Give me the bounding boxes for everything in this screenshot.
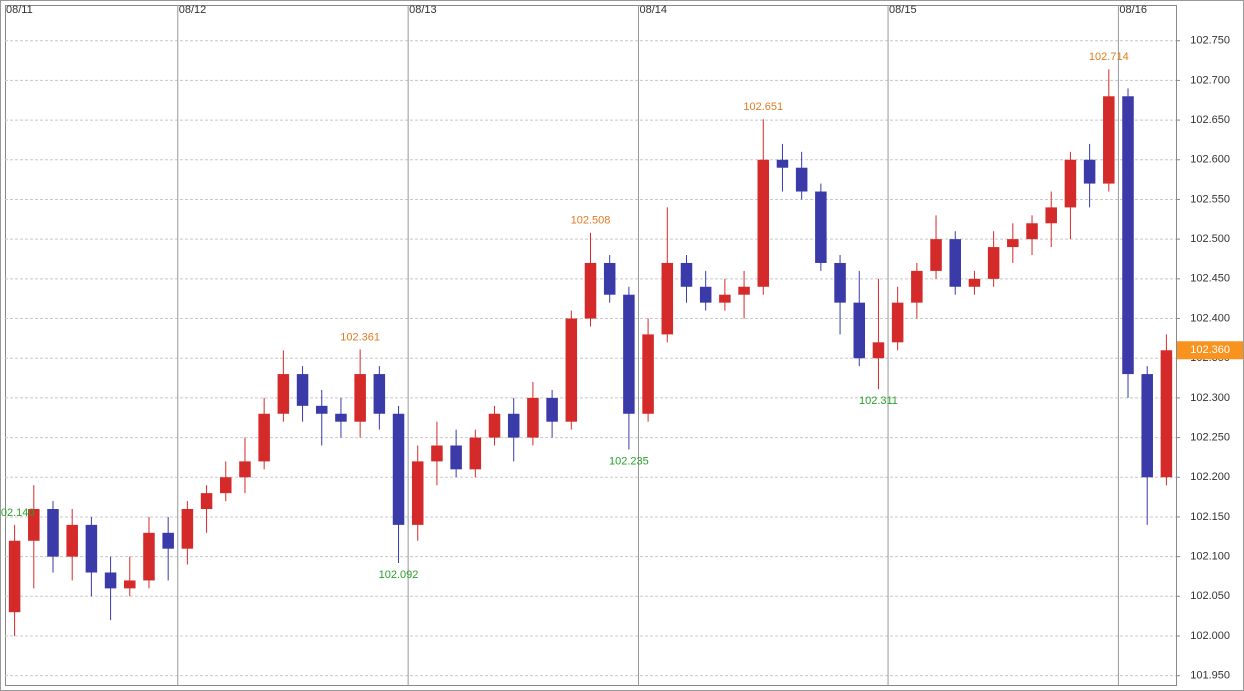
candle-body xyxy=(124,580,136,589)
candle-body xyxy=(642,334,654,414)
candle-body xyxy=(795,167,808,192)
price-annotation: 102.140 xyxy=(0,507,34,519)
x-tick-label: 08/12 xyxy=(179,4,207,16)
candle-body xyxy=(872,342,885,359)
candle-body xyxy=(1122,96,1134,375)
candle-body xyxy=(527,397,539,438)
y-tick-label: 102.000 xyxy=(1190,630,1230,642)
candle-body xyxy=(603,262,616,295)
candle-body xyxy=(1141,374,1153,478)
candle-body xyxy=(834,262,846,303)
candle-body xyxy=(1007,239,1019,248)
y-tick-label: 101.950 xyxy=(1190,670,1230,682)
candle-body xyxy=(815,191,827,263)
y-tick-label: 102.250 xyxy=(1190,431,1230,443)
candle-body xyxy=(911,270,923,303)
y-tick-label: 102.550 xyxy=(1190,193,1230,205)
candle-body xyxy=(296,374,309,406)
candle-body xyxy=(680,262,693,287)
candle-body xyxy=(200,493,213,510)
candle-body xyxy=(719,294,731,303)
candle-body xyxy=(949,239,961,287)
candle-body xyxy=(1045,207,1057,224)
y-tick-label: 102.450 xyxy=(1190,273,1230,285)
candle-body xyxy=(28,509,40,541)
candle-body xyxy=(373,374,386,414)
candle-body xyxy=(738,286,750,295)
x-tick-label: 08/15 xyxy=(889,4,917,16)
candle-body xyxy=(757,159,770,287)
price-annotation: 102.092 xyxy=(379,569,419,581)
candle-body xyxy=(507,413,520,438)
candle-body xyxy=(776,159,789,168)
y-tick-label: 102.750 xyxy=(1190,35,1230,47)
candle-body xyxy=(335,413,347,422)
candle-body xyxy=(968,278,981,287)
x-tick-label: 08/16 xyxy=(1119,4,1147,16)
price-annotation: 102.714 xyxy=(1089,51,1129,63)
candle-body xyxy=(162,532,174,549)
candle-body xyxy=(85,524,98,573)
candle-body xyxy=(392,413,405,525)
price-annotation: 102.361 xyxy=(340,331,380,343)
candle-body xyxy=(220,477,232,494)
candle-body xyxy=(1083,159,1096,184)
candle-body xyxy=(315,405,328,414)
y-tick-label: 102.150 xyxy=(1190,511,1230,523)
candle-body xyxy=(66,524,78,557)
candle-body xyxy=(584,262,597,319)
candle-body xyxy=(450,445,462,470)
candle-body xyxy=(1103,96,1115,184)
candle-body xyxy=(699,286,712,303)
price-annotation: 102.235 xyxy=(609,455,649,467)
candle-body xyxy=(565,318,578,422)
candle-body xyxy=(411,461,424,525)
candle-body xyxy=(181,509,194,549)
candle-body xyxy=(469,437,482,470)
last-price-box xyxy=(1177,341,1243,360)
last-price-label: 102.360 xyxy=(1190,344,1230,356)
y-tick-label: 102.700 xyxy=(1190,74,1230,86)
candle-body xyxy=(8,540,21,613)
candle-body xyxy=(661,262,674,335)
y-tick-label: 102.200 xyxy=(1190,471,1230,483)
candle-body xyxy=(1026,223,1038,240)
y-tick-label: 102.100 xyxy=(1190,551,1230,563)
y-tick-label: 102.500 xyxy=(1190,233,1230,245)
candle-body xyxy=(239,461,251,478)
x-tick-label: 08/13 xyxy=(409,4,437,16)
candle-body xyxy=(853,302,866,359)
plot-area xyxy=(5,5,1177,686)
candle-body xyxy=(47,509,59,557)
x-tick-label: 08/14 xyxy=(639,4,667,16)
candle-body xyxy=(431,445,443,462)
y-tick-label: 102.600 xyxy=(1190,154,1230,166)
candle-body xyxy=(104,572,117,589)
price-annotation: 102.508 xyxy=(571,215,611,227)
y-tick-label: 102.400 xyxy=(1190,312,1230,324)
candle-body xyxy=(354,374,366,422)
price-annotation: 102.651 xyxy=(743,101,783,113)
candle-body xyxy=(987,247,1000,279)
candle-body xyxy=(546,397,558,422)
candle-body xyxy=(258,413,270,462)
candle-body xyxy=(143,532,155,581)
y-tick-label: 102.050 xyxy=(1190,590,1230,602)
candle-body xyxy=(488,413,501,438)
candle-body xyxy=(1160,350,1173,478)
y-tick-label: 102.300 xyxy=(1190,392,1230,404)
price-annotation: 102.311 xyxy=(859,395,898,407)
x-tick-label: 08/11 xyxy=(6,4,33,16)
candle-body xyxy=(1064,159,1077,208)
candle-body xyxy=(277,374,290,414)
candle-body xyxy=(930,239,942,271)
candle-body xyxy=(623,294,635,414)
y-tick-label: 102.650 xyxy=(1190,114,1230,126)
candle-body xyxy=(891,302,904,343)
